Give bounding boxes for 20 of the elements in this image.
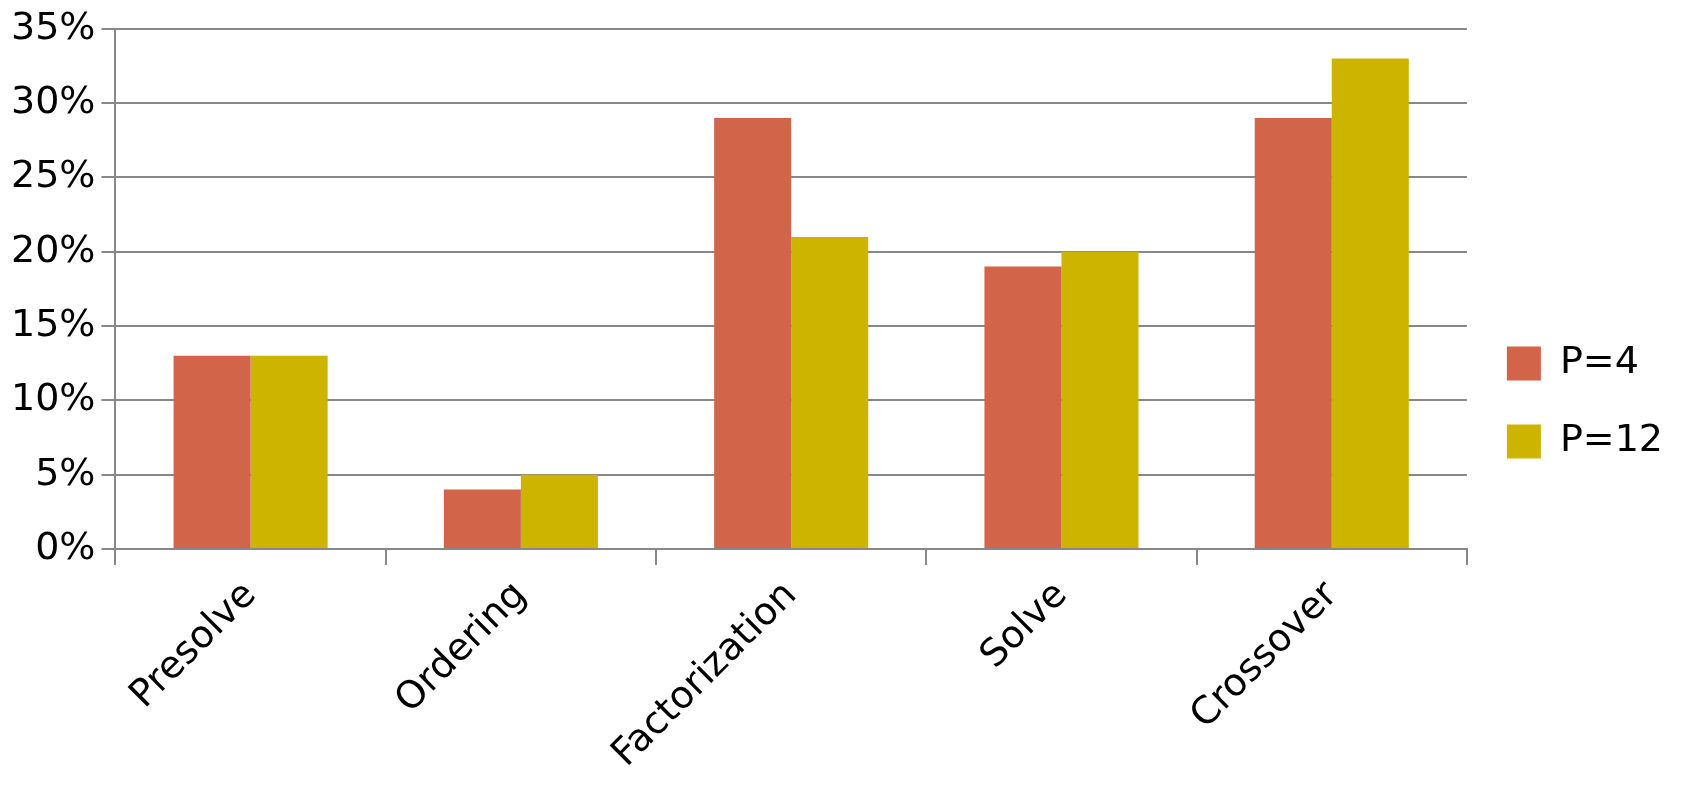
bar (1254, 117, 1332, 548)
bar (984, 266, 1062, 548)
y-tick-label: 30% (10, 77, 96, 122)
bar (173, 355, 251, 548)
legend-label: P=12 (1559, 416, 1663, 461)
y-tick-label: 25% (10, 152, 96, 197)
y-tick-label: 5% (35, 449, 96, 494)
y-tick-label: 10% (10, 375, 96, 420)
bar (443, 489, 521, 548)
y-tick-label: 0% (35, 523, 96, 568)
bar (791, 236, 869, 548)
y-tick-label: 15% (10, 300, 96, 345)
legend-label: P=4 (1559, 338, 1639, 383)
bar (714, 117, 792, 548)
bar (250, 355, 328, 548)
bar (1331, 58, 1409, 548)
y-tick-label: 20% (10, 226, 96, 271)
bar (1061, 251, 1139, 548)
bar (520, 474, 598, 548)
y-tick-label: 35% (10, 3, 96, 48)
